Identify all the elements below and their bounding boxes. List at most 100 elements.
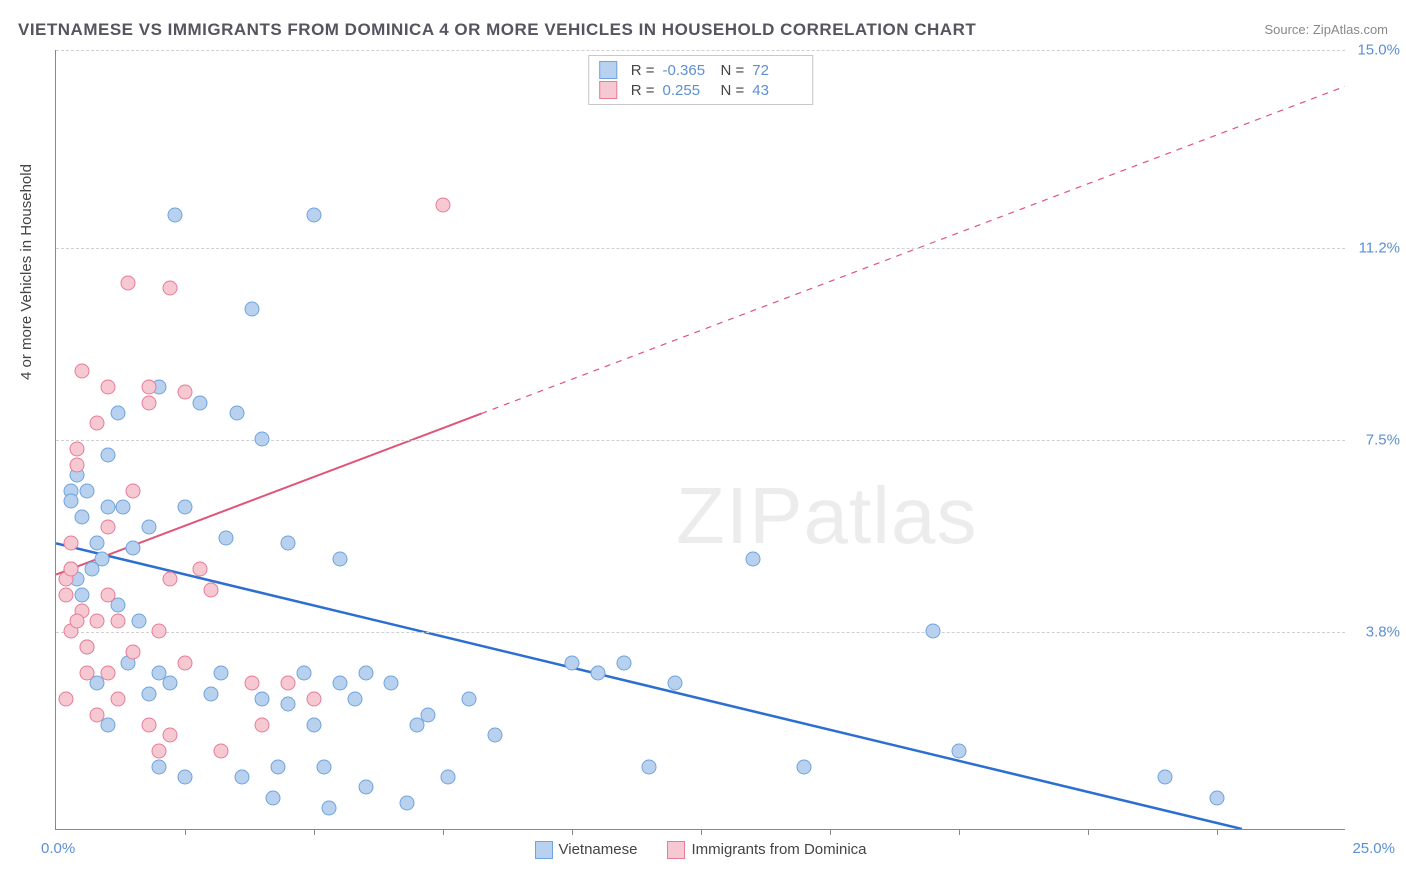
data-point bbox=[270, 759, 285, 774]
x-axis-max-label: 25.0% bbox=[1352, 840, 1395, 857]
data-point bbox=[745, 551, 760, 566]
gridline bbox=[56, 632, 1345, 633]
data-point bbox=[193, 395, 208, 410]
data-point bbox=[281, 676, 296, 691]
data-point bbox=[436, 198, 451, 213]
data-point bbox=[797, 759, 812, 774]
data-point bbox=[90, 707, 105, 722]
r-value: -0.365 bbox=[663, 62, 713, 79]
data-point bbox=[116, 499, 131, 514]
chart-title: VIETNAMESE VS IMMIGRANTS FROM DOMINICA 4… bbox=[18, 20, 976, 40]
data-point bbox=[358, 780, 373, 795]
data-point bbox=[642, 759, 657, 774]
data-point bbox=[100, 666, 115, 681]
data-point bbox=[281, 697, 296, 712]
data-point bbox=[90, 536, 105, 551]
y-tick-label: 7.5% bbox=[1366, 432, 1400, 449]
data-point bbox=[85, 562, 100, 577]
data-point bbox=[178, 655, 193, 670]
data-point bbox=[126, 541, 141, 556]
data-point bbox=[178, 499, 193, 514]
data-point bbox=[178, 385, 193, 400]
data-point bbox=[348, 692, 363, 707]
data-point bbox=[79, 484, 94, 499]
data-point bbox=[1158, 770, 1173, 785]
data-point bbox=[487, 728, 502, 743]
legend-label: Immigrants from Dominica bbox=[691, 841, 866, 858]
r-label: R = bbox=[631, 62, 655, 79]
data-point bbox=[193, 562, 208, 577]
data-point bbox=[162, 676, 177, 691]
data-point bbox=[441, 770, 456, 785]
x-tick bbox=[314, 829, 315, 835]
x-tick bbox=[1217, 829, 1218, 835]
data-point bbox=[332, 676, 347, 691]
r-value: 0.255 bbox=[663, 82, 713, 99]
data-point bbox=[214, 744, 229, 759]
data-point bbox=[152, 759, 167, 774]
data-point bbox=[90, 416, 105, 431]
data-point bbox=[214, 666, 229, 681]
n-value: 72 bbox=[752, 62, 802, 79]
data-point bbox=[100, 588, 115, 603]
legend-label: Vietnamese bbox=[559, 841, 638, 858]
data-point bbox=[317, 759, 332, 774]
data-point bbox=[255, 432, 270, 447]
data-point bbox=[152, 744, 167, 759]
legend-swatch bbox=[667, 841, 685, 859]
n-label: N = bbox=[721, 62, 745, 79]
data-point bbox=[203, 686, 218, 701]
data-point bbox=[110, 692, 125, 707]
data-point bbox=[255, 692, 270, 707]
data-point bbox=[141, 395, 156, 410]
data-point bbox=[296, 666, 311, 681]
data-point bbox=[229, 406, 244, 421]
correlation-legend: R =-0.365N =72R =0.255N =43 bbox=[588, 55, 814, 105]
data-point bbox=[100, 380, 115, 395]
data-point bbox=[74, 510, 89, 525]
data-point bbox=[616, 655, 631, 670]
data-point bbox=[69, 442, 84, 457]
n-value: 43 bbox=[752, 82, 802, 99]
watermark: ZIPatlas bbox=[676, 470, 977, 562]
x-tick bbox=[701, 829, 702, 835]
data-point bbox=[420, 707, 435, 722]
x-tick bbox=[1088, 829, 1089, 835]
data-point bbox=[141, 686, 156, 701]
x-tick bbox=[572, 829, 573, 835]
data-point bbox=[1210, 790, 1225, 805]
r-label: R = bbox=[631, 82, 655, 99]
data-point bbox=[152, 624, 167, 639]
data-point bbox=[245, 676, 260, 691]
data-point bbox=[141, 718, 156, 733]
data-point bbox=[384, 676, 399, 691]
data-point bbox=[126, 484, 141, 499]
data-point bbox=[307, 692, 322, 707]
data-point bbox=[79, 666, 94, 681]
data-point bbox=[565, 655, 580, 670]
gridline bbox=[56, 50, 1345, 51]
y-tick-label: 3.8% bbox=[1366, 624, 1400, 641]
correlation-legend-row: R =0.255N =43 bbox=[599, 80, 803, 100]
data-point bbox=[110, 406, 125, 421]
legend-swatch bbox=[599, 61, 617, 79]
data-point bbox=[219, 530, 234, 545]
data-point bbox=[178, 770, 193, 785]
data-point bbox=[64, 562, 79, 577]
data-point bbox=[332, 551, 347, 566]
data-point bbox=[322, 801, 337, 816]
data-point bbox=[59, 588, 74, 603]
x-tick bbox=[443, 829, 444, 835]
data-point bbox=[358, 666, 373, 681]
data-point bbox=[64, 494, 79, 509]
data-point bbox=[162, 728, 177, 743]
legend-swatch bbox=[535, 841, 553, 859]
data-point bbox=[74, 588, 89, 603]
legend-item: Vietnamese bbox=[535, 841, 638, 859]
data-point bbox=[255, 718, 270, 733]
data-point bbox=[265, 790, 280, 805]
data-point bbox=[461, 692, 476, 707]
plot-area: ZIPatlas R =-0.365N =72R =0.255N =43 0.0… bbox=[55, 50, 1345, 830]
data-point bbox=[100, 499, 115, 514]
data-point bbox=[141, 520, 156, 535]
